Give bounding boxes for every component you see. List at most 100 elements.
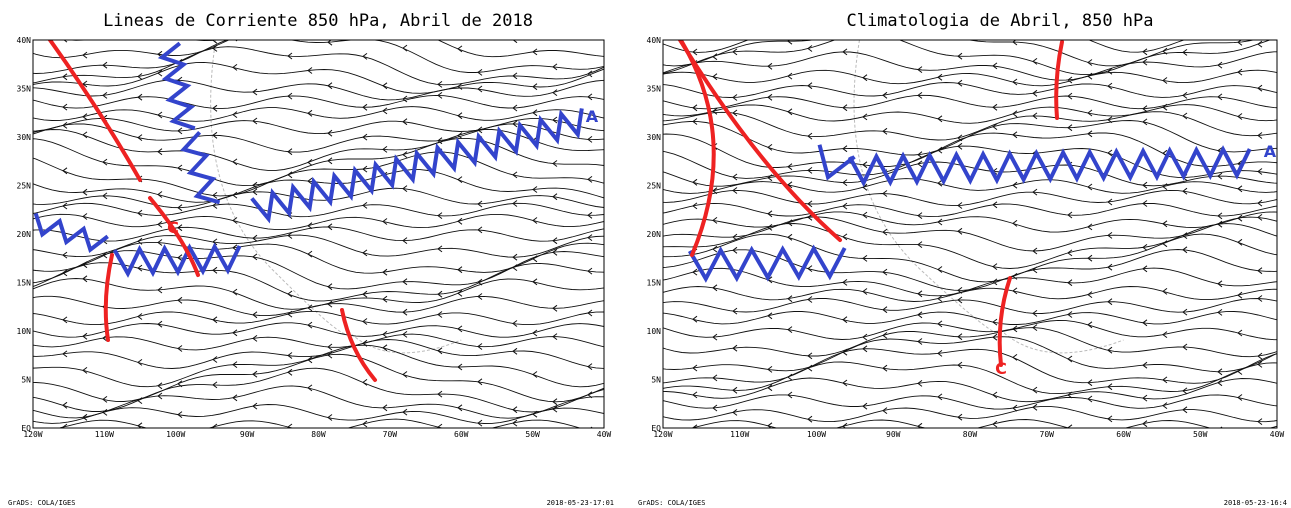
streamline [33, 106, 604, 122]
stream-arrow [82, 113, 88, 121]
stream-arrow [62, 423, 68, 428]
stream-arrow [402, 151, 408, 158]
streamline [663, 145, 1277, 179]
stream-arrow [477, 343, 483, 350]
stream-arrow [957, 296, 963, 304]
lon-label: 60W [454, 430, 469, 439]
stream-arrow [102, 192, 108, 200]
stream-arrow [992, 333, 998, 341]
stream-arrow [937, 350, 943, 357]
stream-arrow [767, 366, 773, 373]
stream-arrow [732, 48, 738, 56]
streamline [663, 178, 1277, 194]
streamline [33, 46, 604, 86]
stream-arrow [1142, 394, 1148, 402]
streamline [663, 94, 1277, 110]
plot-frame [32, 39, 605, 429]
stream-arrow [842, 145, 848, 153]
stream-arrow [1237, 185, 1243, 193]
streamline [33, 202, 604, 218]
stream-arrow [732, 409, 738, 416]
streamline [663, 361, 1277, 395]
stream-arrow [918, 5, 922, 11]
plot-area [33, 40, 604, 428]
streamline [33, 40, 604, 59]
stream-arrow [1142, 265, 1148, 273]
streamline [663, 319, 1277, 341]
stream-arrow [1162, 77, 1168, 84]
stream-arrow [287, 423, 293, 428]
stream-arrow [1107, 82, 1113, 90]
stream-arrow [1107, 198, 1113, 206]
lat-label: 25N [647, 182, 662, 191]
streamline [663, 111, 1277, 141]
stream-arrow [287, 52, 293, 60]
stream-arrow [862, 211, 868, 219]
streamline [663, 189, 1277, 207]
streamline [663, 394, 1277, 410]
stream-arrow [1142, 420, 1148, 428]
stream-arrow [957, 79, 963, 87]
stream-arrow [1182, 187, 1188, 195]
stream-arrow [1107, 415, 1113, 423]
stream-arrow [712, 107, 718, 115]
streamline [33, 333, 604, 351]
stream-arrow [937, 146, 943, 154]
stream-arrow [1087, 72, 1093, 80]
stream-arrow [842, 422, 848, 428]
stream-arrow [532, 109, 538, 117]
stream-arrow [512, 347, 518, 355]
stream-arrow [692, 178, 698, 186]
stream-arrow [82, 51, 88, 59]
stream-arrow [382, 331, 388, 338]
stream-arrow [807, 132, 813, 140]
lat-label: 30N [647, 133, 662, 142]
stream-arrow [477, 293, 483, 300]
plot-background [33, 40, 604, 428]
stream-arrow [177, 411, 183, 418]
stream-arrow [157, 382, 163, 390]
stream-arrow [307, 321, 313, 329]
streamline [663, 40, 1186, 53]
stream-arrow [437, 81, 443, 88]
streamline [33, 187, 604, 209]
streamline [663, 233, 1277, 283]
stream-arrow [937, 320, 943, 328]
stream-arrow [477, 378, 483, 386]
stream-arrow [362, 53, 368, 60]
stream-arrow [937, 266, 943, 273]
stream-arrow [787, 108, 793, 116]
stream-arrow [1257, 418, 1263, 425]
stream-arrow [842, 233, 848, 241]
stream-arrow [327, 283, 333, 291]
stream-arrow [787, 72, 793, 80]
stream-arrow [307, 250, 313, 258]
stream-arrow [712, 73, 718, 81]
stream-arrow [882, 228, 888, 236]
stream-arrow [1217, 220, 1223, 228]
stream-arrow [1182, 308, 1188, 316]
stream-arrow [1087, 223, 1093, 231]
stream-arrow [512, 104, 518, 112]
stream-arrow [1087, 254, 1093, 262]
stream-arrow [1087, 183, 1093, 191]
stream-arrow [82, 80, 88, 88]
streamline [33, 404, 604, 424]
stream-arrow [1142, 244, 1148, 251]
map-panel: Lineas de Corriente 850 hPa, Abril de 20… [8, 11, 614, 507]
lat-label: 40N [17, 36, 32, 45]
stream-arrow [1217, 368, 1223, 376]
stream-arrow [552, 193, 558, 201]
stream-arrow [1182, 406, 1188, 414]
stream-arrow [587, 267, 593, 275]
stream-arrow [62, 103, 68, 111]
footer-right: 2018-05-23-17:01 [547, 499, 614, 507]
stream-arrow [1067, 124, 1073, 132]
streamline [33, 385, 604, 419]
streamline [663, 40, 1272, 76]
stream-arrow [1217, 309, 1223, 316]
stream-arrow [732, 307, 738, 315]
stream-arrow [402, 44, 408, 52]
stream-arrow [327, 300, 333, 308]
stream-arrow [732, 173, 738, 181]
